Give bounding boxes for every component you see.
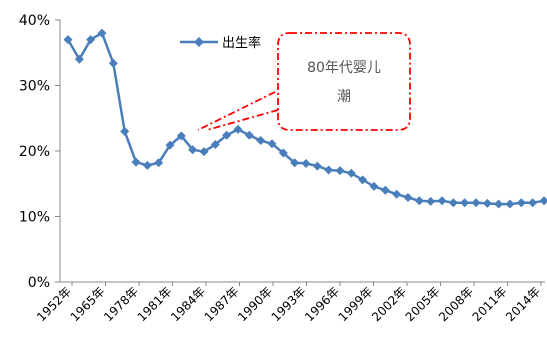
x-tick-label: 1978年 (101, 284, 141, 324)
data-point (244, 130, 254, 140)
x-tick-label: 1999年 (336, 284, 376, 324)
data-point (131, 157, 141, 167)
data-point (267, 139, 277, 149)
data-point (392, 189, 402, 199)
x-tick-label: 2005年 (403, 284, 443, 324)
data-point (460, 198, 470, 208)
y-tick-label: 0% (28, 275, 50, 291)
x-tick-label: 2008年 (436, 284, 476, 324)
data-point (369, 181, 379, 191)
x-tick-label: 2011年 (470, 284, 510, 324)
data-point (63, 35, 73, 45)
legend: 出生率 (180, 35, 261, 51)
data-point (482, 198, 492, 208)
data-point (97, 28, 107, 38)
series-birth-rate (63, 28, 547, 209)
annotation-callout: 80年代婴儿 潮 (197, 32, 411, 131)
data-point (188, 145, 198, 155)
data-point (528, 198, 538, 208)
x-tick-label: 1965年 (68, 284, 108, 324)
data-point (290, 158, 300, 168)
x-tick-label: 1981年 (135, 284, 175, 324)
x-tick-label: 1993年 (269, 284, 309, 324)
y-tick-label: 20% (19, 144, 50, 160)
data-point (324, 165, 334, 175)
annotation-callout-box (277, 32, 411, 131)
x-tick-label: 1996年 (302, 284, 342, 324)
data-point (108, 58, 118, 68)
data-point (210, 139, 220, 149)
annotation-pointer (197, 91, 279, 131)
data-point (199, 147, 209, 157)
data-point (539, 196, 547, 206)
data-point (346, 168, 356, 178)
y-tick-label: 10% (19, 210, 50, 226)
data-point (380, 185, 390, 195)
annotation-text-line1: 80年代婴儿 (307, 60, 381, 76)
data-point (154, 158, 164, 168)
data-point (516, 198, 526, 208)
data-point (120, 126, 130, 136)
data-point (256, 136, 266, 146)
x-tick-label: 2014年 (503, 284, 543, 324)
legend-label: 出生率 (222, 35, 261, 51)
data-point (278, 148, 288, 158)
x-tick-label: 1990年 (235, 284, 275, 324)
data-point (165, 140, 175, 150)
data-point (448, 198, 458, 208)
data-point (222, 130, 232, 140)
x-tick-label: 2002年 (369, 284, 409, 324)
data-point (414, 196, 424, 206)
data-point (471, 198, 481, 208)
data-point (335, 166, 345, 176)
data-point (312, 161, 322, 171)
data-point (233, 124, 243, 134)
annotation-text-line2: 潮 (337, 89, 351, 105)
data-point (505, 199, 515, 209)
data-point (86, 35, 96, 45)
y-tick-label: 30% (19, 79, 50, 95)
data-point (176, 131, 186, 141)
data-point (301, 158, 311, 168)
legend-marker (194, 37, 204, 47)
y-tick-label: 40% (19, 13, 50, 29)
data-point (403, 193, 413, 203)
data-point (142, 160, 152, 170)
x-tick-labels: 1952年1965年1978年1981年1984年1987年1990年1993年… (34, 282, 543, 324)
data-point (358, 175, 368, 185)
data-point (426, 196, 436, 206)
y-tick-labels: 0% 10% 20% 30% 40% (19, 13, 60, 291)
data-point (494, 199, 504, 209)
data-point (437, 196, 447, 206)
x-tick-label: 1984年 (168, 284, 208, 324)
data-point (74, 54, 84, 64)
x-tick-label: 1987年 (202, 284, 242, 324)
